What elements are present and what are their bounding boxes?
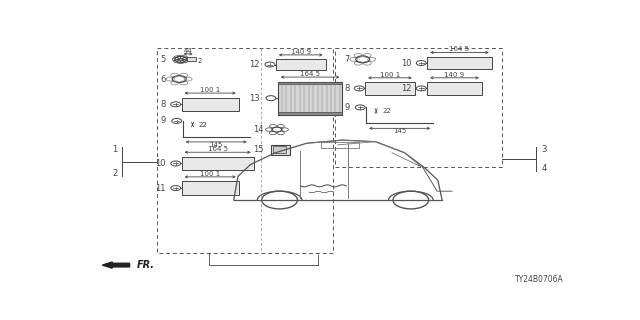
Text: 14: 14 — [253, 125, 264, 134]
Text: 5: 5 — [161, 55, 166, 64]
Text: 2: 2 — [112, 169, 117, 179]
Bar — [365, 82, 415, 95]
Text: 145: 145 — [393, 128, 406, 134]
Text: FR.: FR. — [137, 260, 155, 270]
Bar — [428, 57, 492, 69]
Text: 8: 8 — [161, 100, 166, 109]
Text: 3: 3 — [541, 145, 547, 154]
Text: 100 1: 100 1 — [380, 72, 400, 78]
Text: 100 1: 100 1 — [200, 87, 220, 93]
Text: TY24B0706A: TY24B0706A — [515, 276, 564, 284]
Text: 8: 8 — [344, 84, 349, 93]
Bar — [157, 48, 333, 253]
Bar — [278, 82, 342, 115]
Bar — [278, 112, 342, 115]
Text: 15: 15 — [253, 145, 264, 154]
Text: 11: 11 — [156, 184, 166, 193]
Text: 22: 22 — [198, 122, 207, 128]
Text: 140 9: 140 9 — [444, 72, 465, 78]
Bar — [182, 157, 253, 170]
Text: 4: 4 — [541, 164, 547, 173]
Bar — [273, 146, 286, 154]
Text: 164 5: 164 5 — [449, 46, 470, 52]
Text: 164 5: 164 5 — [300, 71, 320, 77]
Text: 9: 9 — [344, 103, 349, 112]
Bar — [182, 98, 239, 111]
Text: 145: 145 — [209, 142, 223, 148]
Text: 44: 44 — [184, 48, 193, 54]
Bar — [187, 57, 196, 61]
Text: 9: 9 — [161, 116, 166, 125]
Text: 22: 22 — [382, 108, 391, 114]
FancyArrow shape — [102, 262, 129, 268]
Text: 2: 2 — [198, 58, 202, 64]
Text: 10: 10 — [156, 159, 166, 168]
Text: 7: 7 — [344, 55, 349, 64]
Text: 13: 13 — [250, 94, 260, 103]
Text: 12: 12 — [401, 84, 412, 93]
Text: 10: 10 — [401, 59, 412, 68]
Text: 164 5: 164 5 — [207, 146, 228, 152]
Bar — [271, 145, 290, 155]
Text: 100 1: 100 1 — [200, 171, 220, 177]
Text: 6: 6 — [161, 75, 166, 84]
Text: 12: 12 — [250, 60, 260, 69]
Bar — [182, 181, 239, 195]
Text: 1: 1 — [112, 145, 117, 154]
Bar — [278, 82, 342, 84]
Bar — [335, 48, 502, 166]
Bar — [276, 59, 326, 70]
Text: 140 9: 140 9 — [291, 49, 311, 55]
Bar — [428, 82, 482, 95]
